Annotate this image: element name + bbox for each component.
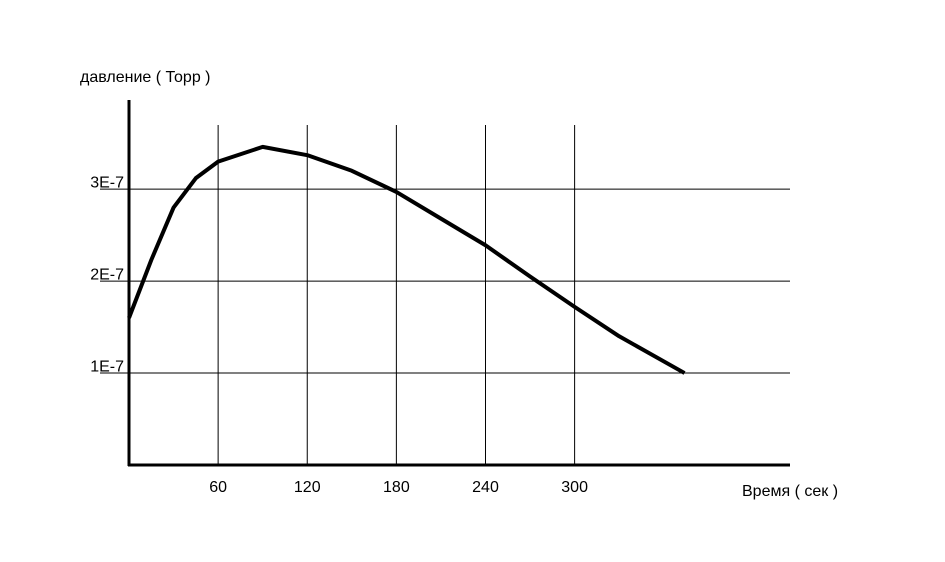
y-tick-label: 1E-7 <box>90 358 124 375</box>
x-tick-label: 180 <box>383 479 410 496</box>
x-tick-label: 240 <box>472 479 499 496</box>
y-axis-title: давление ( Торр ) <box>80 69 210 86</box>
x-tick-label: 300 <box>561 479 588 496</box>
x-tick-label: 60 <box>209 479 227 496</box>
x-tick-label: 120 <box>294 479 321 496</box>
data-line <box>127 144 686 375</box>
x-axis-title: Время ( сек ) <box>742 483 838 500</box>
y-tick-label: 2E-7 <box>90 266 124 283</box>
y-tick-label: 3E-7 <box>90 174 124 191</box>
